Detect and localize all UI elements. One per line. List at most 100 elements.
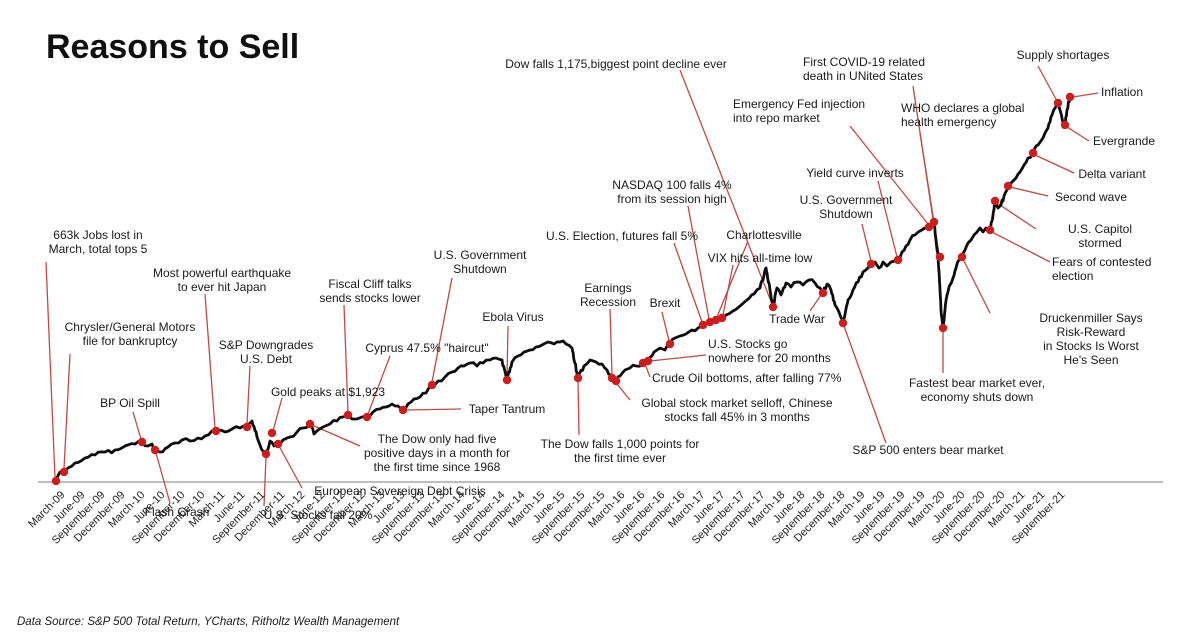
event-dot-bp-oil-spill — [137, 437, 147, 447]
event-dot-flash-crash — [150, 445, 160, 455]
leader-line-ebola-virus — [506, 325, 509, 378]
event-label-sp-downgrades-us-debt: S&P Downgrades U.S. Debt — [218, 338, 314, 367]
event-dot-global-selloff-china — [611, 376, 621, 386]
event-dot-who-health-emergency — [935, 252, 945, 262]
leader-line-evergrande — [1066, 126, 1090, 142]
event-label-first-covid-death: First COVID-19 related death in UNited S… — [803, 55, 926, 84]
event-dot-trade-war — [818, 288, 828, 298]
leader-line-charlottesville — [716, 240, 749, 318]
leader-line-sp500-bear-market — [843, 325, 887, 444]
leader-line-nasdaq-falls-4 — [687, 205, 710, 320]
event-label-evergrande: Evergrande — [1092, 134, 1156, 148]
event-dot-dow-falls-1175 — [768, 302, 778, 312]
event-dot-fears-contested-election — [985, 225, 995, 235]
event-label-govt-shutdown-2018: U.S. Government Shutdown — [799, 193, 893, 222]
leader-line-second-wave — [1009, 186, 1049, 197]
event-dot-cyprus-haircut — [362, 412, 372, 422]
event-dot-govt-shutdown-2013 — [427, 380, 437, 390]
leader-line-cyprus-haircut — [367, 355, 391, 415]
leader-line-gold-peaks — [272, 397, 283, 432]
leader-line-yield-curve-inverts — [877, 180, 898, 258]
event-dot-supply-shortages — [1053, 98, 1063, 108]
event-label-dow-falls-1000: The Dow falls 1,000 points for the first… — [540, 437, 700, 466]
event-dot-govt-shutdown-2018 — [866, 259, 876, 269]
leader-line-bp-oil-spill — [132, 411, 142, 440]
event-label-emergency-fed-repo: Emergency Fed injection into repo market — [733, 97, 866, 126]
event-label-us-election-futures: U.S. Election, futures fall 5% — [545, 229, 699, 243]
event-label-govt-shutdown-2013: U.S. Government Shutdown — [433, 248, 527, 277]
event-dot-druckenmiller — [957, 252, 967, 262]
event-dot-inflation — [1065, 92, 1075, 102]
event-dot-jobs-663k — [51, 476, 61, 486]
event-dot-first-covid-death — [929, 217, 939, 227]
leader-line-trade-war — [809, 294, 822, 312]
leader-line-taper-tantrum — [406, 408, 462, 411]
leader-line-global-selloff-china — [616, 383, 631, 401]
event-dot-second-wave — [1003, 181, 1013, 191]
event-label-brexit: Brexit — [649, 296, 681, 310]
event-dot-gold-peaks — [267, 428, 277, 438]
event-label-crude-oil-bottoms: Crude Oil bottoms, after falling 77% — [652, 371, 842, 385]
leader-line-us-capitol-stormed — [996, 202, 1037, 230]
event-dot-fastest-bear-market — [938, 323, 948, 333]
event-label-druckenmiller: Druckenmiller Says Risk-Reward in Stocks… — [1039, 311, 1143, 368]
leader-line-crude-oil-bottoms — [644, 363, 651, 378]
leader-line-flash-crash — [155, 452, 171, 504]
event-dot-taper-tantrum — [398, 405, 408, 415]
event-label-nasdaq-falls-4: NASDAQ 100 falls 4% from its session hig… — [612, 178, 732, 207]
leader-line-japan-earthquake — [204, 293, 216, 429]
event-dot-yield-curve-inverts — [893, 255, 903, 265]
event-label-dow-falls-1175: Dow falls 1,175,biggest point decline ev… — [505, 57, 727, 71]
event-dot-dow-five-positive-days — [305, 419, 315, 429]
event-label-ebola-virus: Ebola Virus — [482, 310, 544, 324]
event-label-inflation: Inflation — [1100, 85, 1144, 99]
chart-title: Reasons to Sell — [46, 28, 300, 66]
event-label-yield-curve-inverts: Yield curve inverts — [806, 166, 904, 180]
event-dot-us-election-futures — [698, 320, 708, 330]
event-dot-sp500-bear-market — [838, 318, 848, 328]
event-label-supply-shortages: Supply shortages — [1016, 48, 1110, 62]
event-dot-us-capitol-stormed — [990, 196, 1000, 206]
event-dot-us-stocks-fall-20 — [261, 449, 271, 459]
event-dot-european-debt-crisis — [273, 439, 283, 449]
leader-line-druckenmiller — [962, 258, 991, 314]
event-label-fiscal-cliff: Fiscal Cliff talks sends stocks lower — [319, 277, 421, 306]
event-label-trade-war: Trade War — [769, 312, 825, 326]
event-label-sp500-bear-market: S&P 500 enters bear market — [852, 443, 1004, 457]
event-label-japan-earthquake: Most powerful earthquake to ever hit Jap… — [152, 266, 292, 295]
event-dot-fiscal-cliff — [343, 410, 353, 420]
leader-line-dow-falls-1175 — [679, 69, 773, 305]
leader-line-govt-shutdown-2018 — [861, 223, 872, 262]
leader-line-emergency-fed-repo — [849, 125, 929, 225]
leader-line-brexit — [661, 311, 670, 342]
event-label-us-capitol-stormed: U.S. Capitol stormed — [1067, 222, 1133, 251]
event-label-global-selloff-china: Global stock market selloff, Chinese sto… — [641, 396, 833, 425]
event-label-earnings-recession: Earnings Recession — [579, 281, 637, 310]
leader-line-fiscal-cliff — [343, 304, 349, 413]
event-label-fears-contested-election: Fears of contested election — [1052, 255, 1152, 284]
leader-line-vix-all-time-low — [722, 264, 734, 316]
event-label-us-stocks-fall-20: U.S. Stocks fall 20% — [263, 508, 373, 522]
leader-line-dow-falls-1000 — [577, 380, 580, 436]
event-dot-sp-downgrades-us-debt — [242, 422, 252, 432]
event-label-vix-all-time-low: VIX hits all-time low — [707, 251, 813, 265]
leader-line-sp-downgrades-us-debt — [246, 365, 251, 425]
event-dot-ebola-virus — [502, 375, 512, 385]
event-label-taper-tantrum: Taper Tantrum — [468, 402, 546, 416]
data-source-note: Data Source: S&P 500 Total Return, YChar… — [17, 616, 400, 628]
event-label-dow-five-positive-days: The Dow only had five positive days in a… — [363, 432, 511, 475]
leader-line-inflation — [1072, 92, 1099, 98]
leader-line-chrysler-gm-bankruptcy — [63, 353, 71, 470]
leader-line-jobs-663k — [45, 261, 56, 479]
event-label-who-health-emergency: WHO declares a global health emergency — [901, 101, 1025, 130]
event-dot-brexit — [665, 339, 675, 349]
event-dot-delta-variant — [1028, 148, 1038, 158]
event-label-flash-crash: Flash Crash — [144, 505, 210, 519]
event-label-stocks-nowhere-20-months: U.S. Stocks go nowhere for 20 months — [708, 337, 831, 366]
event-label-delta-variant: Delta variant — [1078, 167, 1146, 181]
leader-line-fears-contested-election — [991, 231, 1051, 263]
event-dot-evergrande — [1060, 120, 1070, 130]
leader-line-us-stocks-fall-20 — [263, 456, 267, 507]
